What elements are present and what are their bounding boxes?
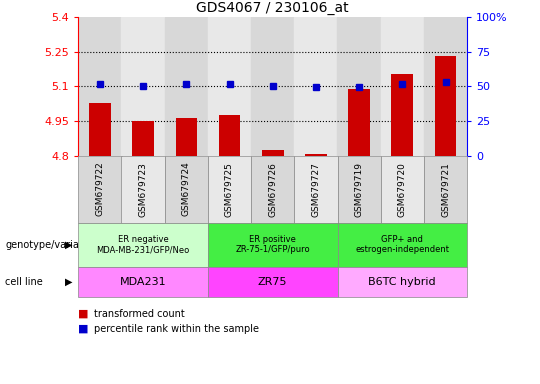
Bar	[122, 17, 165, 156]
Text: GSM679726: GSM679726	[268, 162, 277, 217]
Text: GSM679721: GSM679721	[441, 162, 450, 217]
Bar	[132, 121, 154, 156]
Bar	[392, 74, 413, 156]
Text: ▶: ▶	[65, 277, 73, 287]
Bar	[305, 154, 327, 156]
Text: ER positive
ZR-75-1/GFP/puro: ER positive ZR-75-1/GFP/puro	[235, 235, 310, 255]
Bar	[348, 89, 370, 156]
Bar	[262, 150, 284, 156]
Text: GSM679727: GSM679727	[312, 162, 320, 217]
Bar	[424, 17, 467, 156]
Title: GDS4067 / 230106_at: GDS4067 / 230106_at	[197, 1, 349, 15]
Text: GSM679725: GSM679725	[225, 162, 234, 217]
Text: B6TC hybrid: B6TC hybrid	[368, 277, 436, 287]
Text: percentile rank within the sample: percentile rank within the sample	[94, 324, 260, 334]
Text: GSM679719: GSM679719	[355, 162, 363, 217]
Text: GFP+ and
estrogen-independent: GFP+ and estrogen-independent	[355, 235, 449, 255]
Text: GSM679723: GSM679723	[139, 162, 147, 217]
Bar	[435, 56, 456, 156]
Text: GSM679722: GSM679722	[96, 162, 104, 217]
Text: ER negative
MDA-MB-231/GFP/Neo: ER negative MDA-MB-231/GFP/Neo	[97, 235, 190, 255]
Text: MDA231: MDA231	[120, 277, 166, 287]
Bar	[251, 17, 294, 156]
Text: transformed count: transformed count	[94, 309, 185, 319]
Text: ZR75: ZR75	[258, 277, 287, 287]
Bar	[89, 103, 111, 156]
Text: ■: ■	[78, 324, 89, 334]
Text: ■: ■	[78, 309, 89, 319]
Text: genotype/variation: genotype/variation	[5, 240, 98, 250]
Bar	[165, 17, 208, 156]
Bar	[176, 118, 197, 156]
Text: cell line: cell line	[5, 277, 43, 287]
Bar	[381, 17, 424, 156]
Text: ▶: ▶	[65, 240, 73, 250]
Text: GSM679724: GSM679724	[182, 162, 191, 217]
Bar	[338, 17, 381, 156]
Bar	[219, 115, 240, 156]
Bar	[78, 17, 122, 156]
Bar	[208, 17, 251, 156]
Text: GSM679720: GSM679720	[398, 162, 407, 217]
Bar	[294, 17, 338, 156]
